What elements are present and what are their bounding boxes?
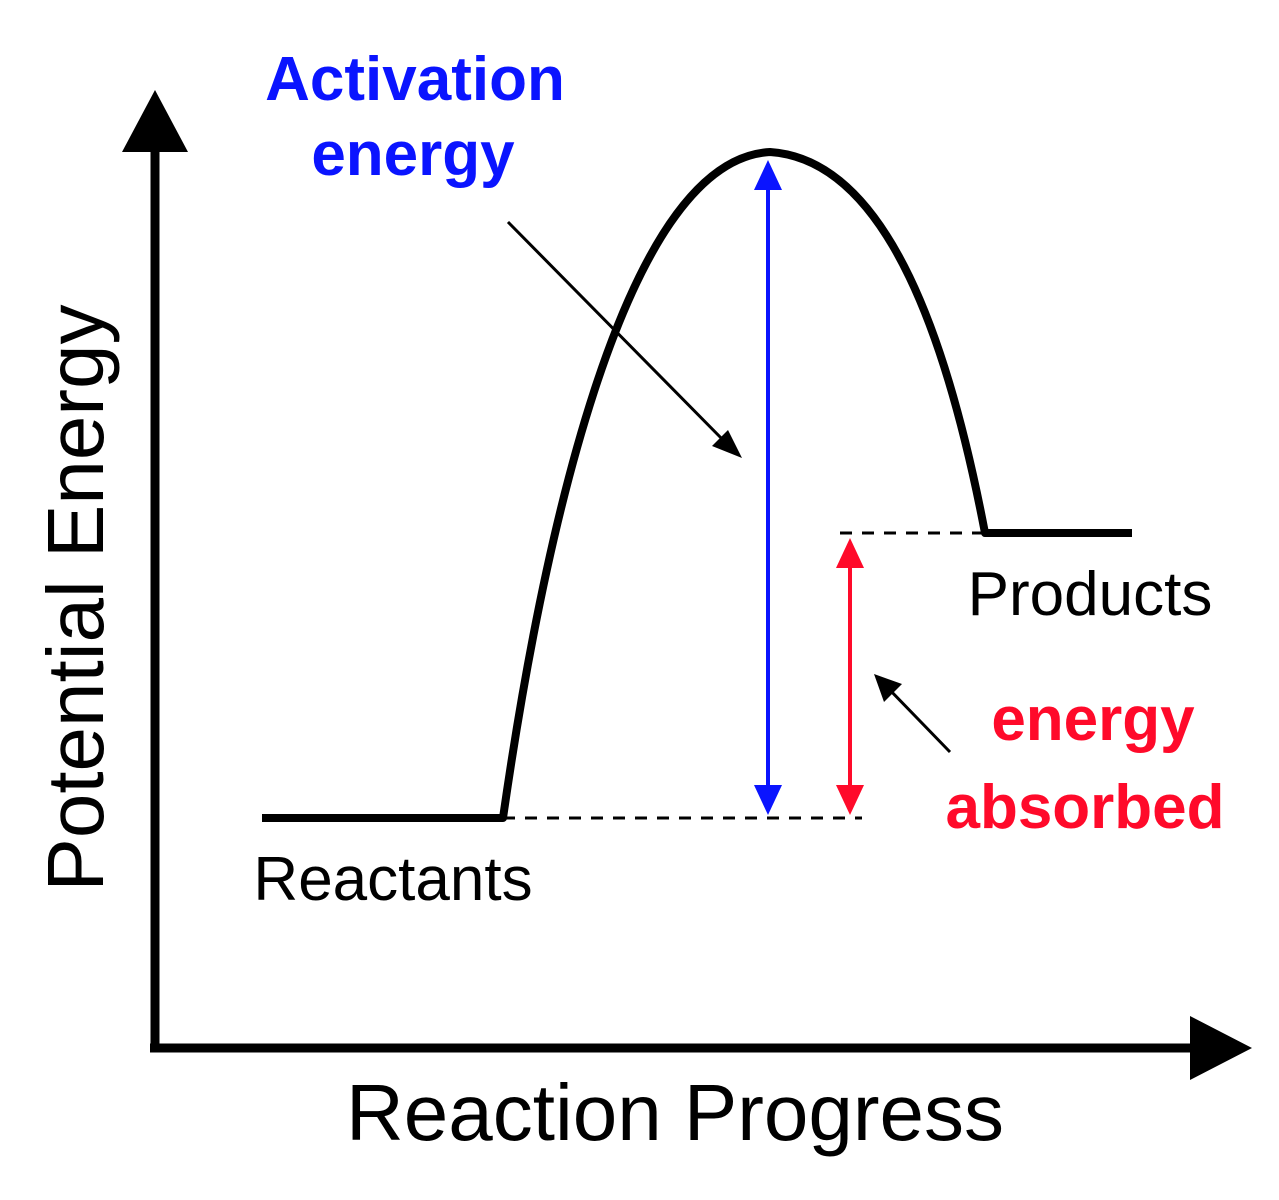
energy-absorbed-label-line2: absorbed xyxy=(945,773,1224,842)
axes xyxy=(122,90,1252,1080)
absorbed-arrowhead-bottom xyxy=(836,785,864,815)
y-axis-label: Potential Energy xyxy=(31,304,120,891)
x-axis-label: Reaction Progress xyxy=(346,1068,1004,1157)
products-label: Products xyxy=(968,560,1213,629)
activation-pointer-arrowhead xyxy=(712,430,742,458)
activation-energy-label-line1: Activation xyxy=(265,45,565,114)
absorbed-arrowhead-top xyxy=(836,538,864,568)
activation-energy-arrow xyxy=(754,160,782,815)
reactants-label: Reactants xyxy=(253,845,532,914)
energy-absorbed-label-line1: energy xyxy=(991,685,1195,754)
energy-curve xyxy=(262,148,1132,822)
y-axis-arrowhead xyxy=(122,90,188,152)
x-axis-arrowhead xyxy=(1190,1016,1252,1080)
activation-energy-label-line2: energy xyxy=(311,120,515,189)
activation-arrowhead-bottom xyxy=(754,785,782,815)
energy-absorbed-arrow xyxy=(836,538,864,815)
absorbed-pointer-arrow xyxy=(886,686,952,754)
absorbed-pointer-arrowhead xyxy=(874,674,902,702)
activation-pointer-arrow xyxy=(506,220,730,447)
activation-arrowhead-top xyxy=(754,160,782,190)
